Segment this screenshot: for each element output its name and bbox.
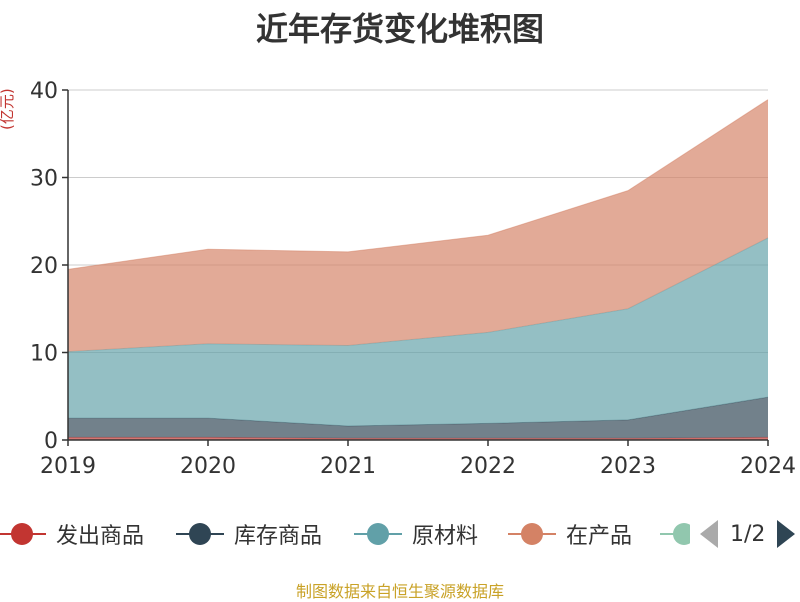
legend-item-3[interactable]: 原材料 bbox=[354, 514, 478, 554]
area-series-3 bbox=[68, 237, 768, 426]
legend-page-info: 1/2 bbox=[730, 521, 766, 547]
chart-title: 近年存货变化堆积图 bbox=[255, 10, 544, 48]
area-edge-series-4 bbox=[67, 99, 769, 270]
legend-swatch-icon bbox=[660, 520, 690, 548]
legend-swatch-icon bbox=[508, 520, 556, 548]
y-tick-label: 0 bbox=[44, 429, 58, 454]
legend-item-4[interactable]: 在产品 bbox=[508, 514, 632, 554]
x-tick-label: 2020 bbox=[180, 454, 236, 479]
legend-item-5[interactable] bbox=[660, 514, 690, 554]
y-tick-label: 40 bbox=[30, 79, 58, 104]
y-tick-label: 10 bbox=[30, 342, 58, 367]
data-source-note: 制图数据来自恒生聚源数据库 bbox=[295, 582, 504, 601]
legend: 发出商品 库存商品 原材料 在产品 bbox=[0, 514, 800, 554]
y-tick-label: 30 bbox=[30, 167, 58, 192]
x-tick-label: 2021 bbox=[320, 454, 376, 479]
legend-swatch-icon bbox=[176, 520, 224, 548]
legend-pager: 1/2 bbox=[700, 514, 796, 554]
axes: 0 10 20 30 40 2019 2020 2021 2022 2023 2024 bbox=[30, 79, 796, 479]
area-series-4 bbox=[68, 99, 768, 352]
legend-next-page-icon[interactable] bbox=[777, 520, 796, 548]
legend-label: 在产品 bbox=[566, 524, 633, 549]
x-tick-label: 2023 bbox=[600, 454, 656, 479]
legend-swatch-icon bbox=[354, 520, 402, 548]
legend-label: 发出商品 bbox=[56, 524, 145, 549]
x-tick-label: 2022 bbox=[460, 454, 516, 479]
y-tick-label: 20 bbox=[30, 254, 58, 279]
area-series-2 bbox=[68, 397, 768, 439]
legend-label: 库存商品 bbox=[234, 524, 323, 549]
legend-item-1[interactable]: 发出商品 bbox=[0, 514, 144, 554]
y-axis-unit-label: (亿元) bbox=[0, 88, 16, 130]
legend-label: 原材料 bbox=[412, 524, 479, 549]
legend-prev-page-icon[interactable] bbox=[700, 520, 718, 548]
area-series bbox=[67, 99, 769, 440]
legend-item-2[interactable]: 库存商品 bbox=[176, 514, 322, 554]
x-tick-label: 2019 bbox=[40, 454, 96, 479]
x-tick-label: 2024 bbox=[740, 454, 796, 479]
legend-swatch-icon bbox=[0, 520, 46, 548]
